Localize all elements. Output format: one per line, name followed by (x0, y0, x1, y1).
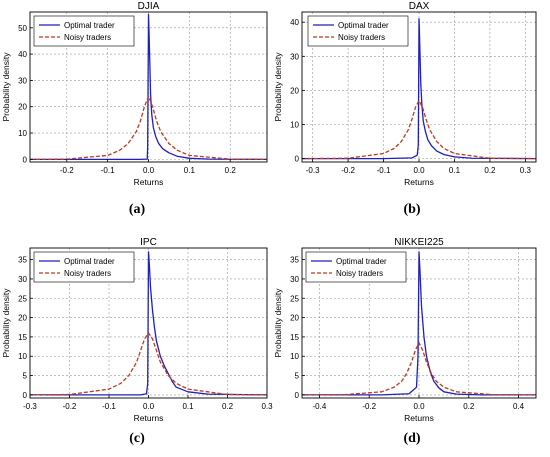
y-axis-label: Probability density (1, 52, 11, 122)
legend-box (307, 15, 409, 47)
x-tick-label: 0.2 (484, 166, 496, 175)
y-tick-label: 30 (290, 52, 299, 61)
legend: Optimal trader Noisy traders (305, 251, 407, 283)
legend-label-noisy-traders: Noisy traders (64, 269, 111, 278)
legend-label-optimal-trader: Optimal trader (338, 21, 389, 30)
chart-title: DAX (409, 1, 430, 12)
y-tick-label: 0 (23, 155, 28, 164)
legend: Optimal trader Noisy traders (307, 15, 409, 47)
x-tick-label: 0.2 (463, 402, 475, 411)
x-tick-label: 0.4 (513, 402, 525, 411)
x-tick-label: 0.3 (261, 402, 273, 411)
x-tick-label: 0.0 (143, 166, 155, 175)
y-tick-label: 10 (18, 129, 27, 138)
x-tick-label: 0.3 (520, 166, 532, 175)
y-tick-label: 10 (290, 352, 299, 361)
y-tick-label: 5 (23, 372, 28, 381)
y-tick-label: 0 (23, 391, 28, 400)
series-line-noisy-traders (301, 99, 537, 160)
series-line-optimal-trader (30, 251, 268, 396)
y-tick-label: 40 (18, 50, 27, 59)
chart-panel-2: -0.3 -0.2 -0.1 0.0 0.1 0.2 0.3 0 5 10 15 20 25 30 35 IP… (1, 237, 273, 423)
x-tick-label: -0.2 (63, 402, 77, 411)
y-axis-label: Probability density (273, 52, 283, 122)
chart-title: DJIA (138, 1, 160, 12)
y-tick-label: 15 (290, 333, 299, 342)
series-line-noisy-traders (301, 342, 537, 396)
x-axis-label: Returns (134, 177, 164, 187)
legend-box (305, 251, 407, 283)
y-tick-label: 35 (290, 256, 299, 265)
x-tick-label: 0.1 (449, 166, 461, 175)
x-tick-label: 0.2 (222, 402, 234, 411)
x-tick-label: -0.3 (23, 402, 37, 411)
x-tick-label: -0.2 (60, 166, 74, 175)
legend-box (33, 251, 135, 283)
series-line-noisy-traders (29, 332, 268, 396)
x-tick-label: 0.0 (143, 402, 155, 411)
x-axis-label: Returns (404, 177, 434, 187)
y-tick-label: 0 (295, 155, 300, 164)
y-tick-label: 10 (18, 352, 27, 361)
x-axis-label: Returns (404, 413, 434, 423)
x-tick-label: 0.1 (182, 402, 194, 411)
y-tick-label: 15 (18, 333, 27, 342)
series-line-noisy-traders (29, 95, 268, 161)
legend-label-optimal-trader: Optimal trader (336, 257, 387, 266)
x-tick-label: -0.1 (377, 166, 391, 175)
x-tick-label: 0.1 (184, 166, 196, 175)
y-tick-label: 20 (290, 314, 299, 323)
legend-label-optimal-trader: Optimal trader (64, 21, 115, 30)
x-tick-label: -0.3 (306, 166, 320, 175)
y-axis-label: Probability density (273, 288, 283, 358)
y-tick-label: 25 (18, 294, 27, 303)
y-tick-label: 0 (295, 391, 300, 400)
legend: Optimal trader Noisy traders (33, 15, 135, 47)
y-tick-label: 50 (18, 24, 27, 33)
y-tick-label: 30 (18, 76, 27, 85)
series-line-optimal-trader (30, 13, 268, 161)
series-line-optimal-trader (302, 251, 536, 396)
x-tick-label: 0.0 (413, 402, 425, 411)
x-tick-label: -0.1 (102, 402, 116, 411)
x-tick-label: -0.4 (313, 402, 327, 411)
legend-label-noisy-traders: Noisy traders (338, 33, 385, 42)
panel-caption: (b) (403, 202, 420, 217)
x-tick-label: -0.2 (362, 402, 376, 411)
x-tick-label: 0.2 (225, 166, 237, 175)
x-tick-label: -0.1 (101, 166, 115, 175)
chart-title: NIKKEI225 (394, 237, 444, 248)
y-tick-label: 20 (290, 86, 299, 95)
chart-panel-3: -0.4 -0.2 0.0 0.2 0.4 0 5 10 15 20 25 30 35 NIKKEI225… (273, 237, 537, 423)
y-tick-label: 40 (290, 18, 299, 27)
x-tick-label: 0.0 (413, 166, 425, 175)
legend-label-optimal-trader: Optimal trader (64, 257, 115, 266)
series-line-optimal-trader (302, 18, 537, 160)
legend-label-noisy-traders: Noisy traders (336, 269, 383, 278)
chart-title: IPC (140, 237, 157, 248)
panel-caption: (a) (129, 202, 146, 217)
chart-panel-0: -0.2 -0.1 0.0 0.1 0.2 0 10 20 30 40 50 DJIA Returns P… (1, 1, 268, 187)
y-tick-label: 20 (18, 103, 27, 112)
legend: Optimal trader Noisy traders (33, 251, 135, 283)
y-tick-label: 35 (18, 256, 27, 265)
y-tick-label: 10 (290, 121, 299, 130)
y-axis-label: Probability density (1, 288, 11, 358)
y-tick-label: 25 (290, 294, 299, 303)
chart-panel-1: -0.3 -0.2 -0.1 0.0 0.1 0.2 0.3 0 10 20 30 40 DAX Retu… (273, 1, 537, 187)
y-tick-label: 30 (18, 275, 27, 284)
y-tick-label: 20 (18, 314, 27, 323)
x-axis-label: Returns (134, 413, 164, 423)
y-tick-label: 30 (290, 275, 299, 284)
panel-caption: (c) (129, 431, 145, 446)
y-tick-label: 5 (295, 372, 300, 381)
panel-caption: (d) (403, 431, 420, 446)
legend-label-noisy-traders: Noisy traders (64, 33, 111, 42)
legend-box (33, 15, 135, 47)
x-tick-label: -0.2 (341, 166, 355, 175)
